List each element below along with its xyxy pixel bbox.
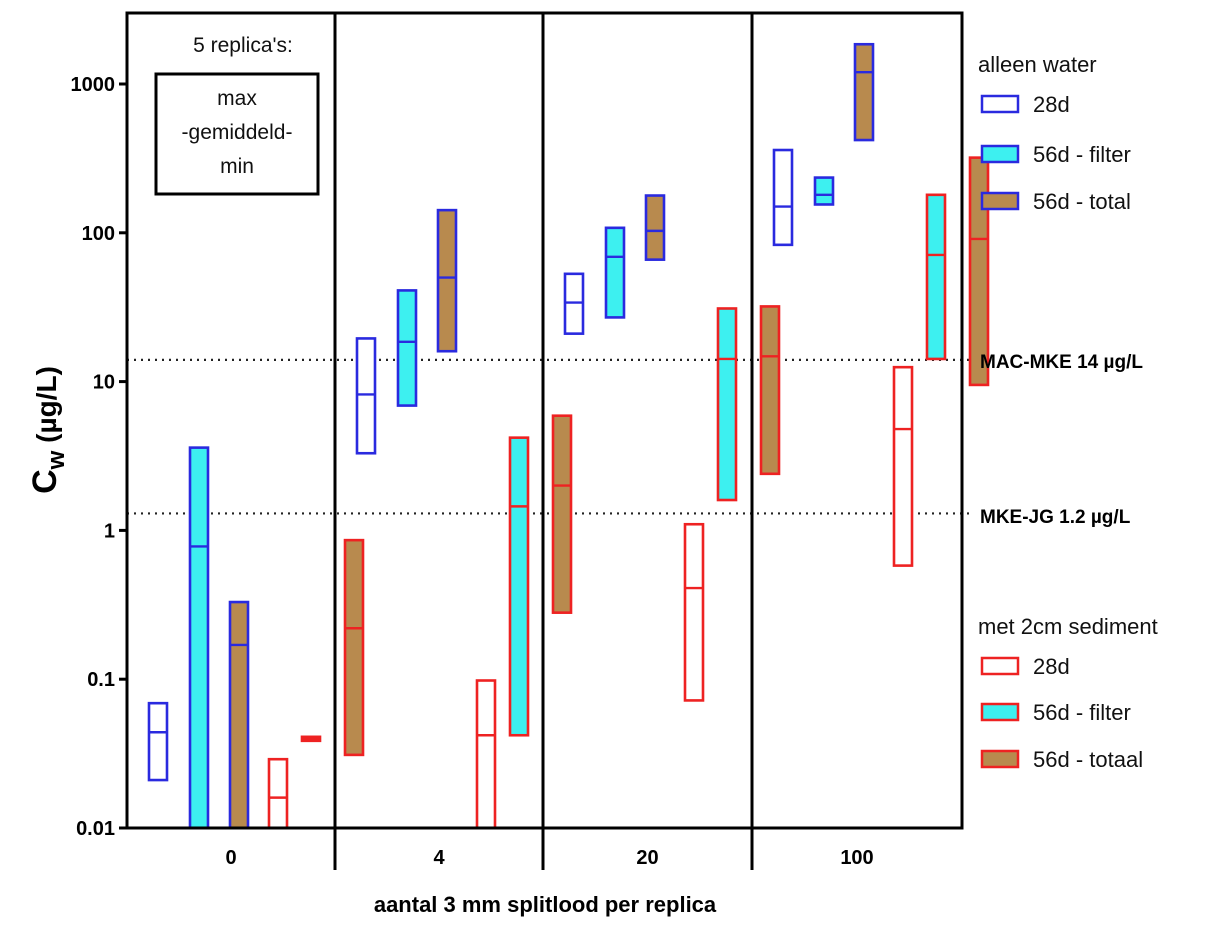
bar-series5-cat0 — [343, 538, 365, 757]
inset-note-line-mean: -gemiddeld- — [182, 121, 293, 144]
bar-series2-cat1 — [436, 208, 458, 353]
y-tick-label-1: 0.1 — [87, 669, 115, 691]
legend-label-water-56d-filter: 56d - filter — [1033, 142, 1131, 167]
inset-note-line-max: max — [217, 87, 257, 110]
legend-label-water-28d: 28d — [1033, 92, 1070, 117]
x-category-label-2: 20 — [636, 847, 658, 869]
legend-swatch-water-56d-total — [980, 191, 1020, 211]
bar-series1-cat0 — [188, 446, 210, 830]
y-axis-title-sub: w — [43, 450, 70, 470]
legend-swatch-water-28d — [980, 94, 1020, 114]
y-tick-label-2: 1 — [104, 520, 115, 542]
bar-series3-cat0 — [267, 757, 289, 830]
bar-series4-cat1 — [508, 436, 530, 737]
bar-series3-cat1 — [475, 679, 497, 830]
legend-title-alleen-water: alleen water — [978, 52, 1097, 77]
legend-swatch-sediment-28d — [980, 656, 1020, 676]
legend-label-sediment-28d: 28d — [1033, 654, 1070, 679]
inset-note-line-min: min — [220, 155, 254, 178]
legend-label-sediment-56d-filter: 56d - filter — [1033, 700, 1131, 725]
bar-series1-cat1 — [396, 289, 418, 407]
reference-label-mac: MAC-MKE 14 µg/L — [980, 352, 1143, 373]
y-axis-title: Cw (µg/L) — [26, 366, 70, 494]
bar-series4-cat2 — [716, 307, 738, 502]
bar-series3-cat2 — [683, 522, 705, 702]
bar-series4-cat0 — [300, 735, 322, 743]
legend-label-water-56d-total: 56d - total — [1033, 189, 1131, 214]
x-category-label-3: 100 — [840, 847, 873, 869]
legend-swatch-water-56d-filter — [980, 144, 1020, 164]
bars — [147, 42, 990, 830]
bar-series0-cat2 — [563, 272, 585, 335]
bar-series3-cat3 — [892, 365, 914, 567]
legend-swatch-sediment-56d-totaal — [980, 749, 1020, 769]
legend-title-met-sediment: met 2cm sediment — [978, 614, 1158, 639]
bar-series0-cat1 — [355, 337, 377, 455]
x-axis-title: aantal 3 mm splitlood per replica — [374, 892, 717, 917]
bar-series0-cat3 — [772, 148, 794, 247]
bar-series2-cat3 — [853, 42, 875, 142]
legend-label-sediment-56d-totaal: 56d - totaal — [1033, 747, 1143, 772]
bar-series4-cat3 — [925, 193, 947, 361]
y-tick-label-0: 0.01 — [76, 818, 115, 840]
y-axis-title-unit: (µg/L) — [31, 366, 62, 451]
reference-lines — [127, 358, 972, 515]
plot-frame — [125, 11, 964, 870]
x-category-label-1: 4 — [433, 847, 445, 869]
y-tick-label-5: 1000 — [71, 74, 116, 96]
y-axis-title-main: C — [26, 469, 64, 494]
bar-series5-cat1 — [551, 414, 573, 614]
y-tick-label-4: 100 — [82, 223, 115, 245]
y-tick-label-3: 10 — [93, 372, 115, 394]
bar-series1-cat3 — [813, 176, 835, 206]
reference-label-jg: MKE-JG 1.2 µg/L — [980, 507, 1131, 528]
inset-note-title: 5 replica's: — [193, 34, 293, 57]
x-category-label-0: 0 — [225, 847, 236, 869]
inset-note-box — [154, 72, 320, 196]
legend-swatch-sediment-56d-filter — [980, 702, 1020, 722]
bar-series2-cat2 — [644, 194, 666, 261]
bar-series5-cat3 — [968, 156, 990, 387]
bar-series5-cat2 — [759, 305, 781, 476]
inset-note: 5 replica's: max -gemiddeld- min — [154, 34, 320, 196]
y-ticks: 0.01 0.1 1 10 100 1000 — [71, 74, 127, 840]
bar-series1-cat2 — [604, 226, 626, 319]
legend-group-met-sediment: met 2cm sediment 28d 56d - filter 56d - … — [978, 614, 1158, 772]
bar-series0-cat0 — [147, 701, 169, 782]
legend-group-alleen-water: alleen water 28d 56d - filter 56d - tota… — [978, 52, 1131, 214]
x-categories: 0 4 20 100 — [225, 847, 873, 869]
bar-series2-cat0 — [228, 600, 250, 830]
